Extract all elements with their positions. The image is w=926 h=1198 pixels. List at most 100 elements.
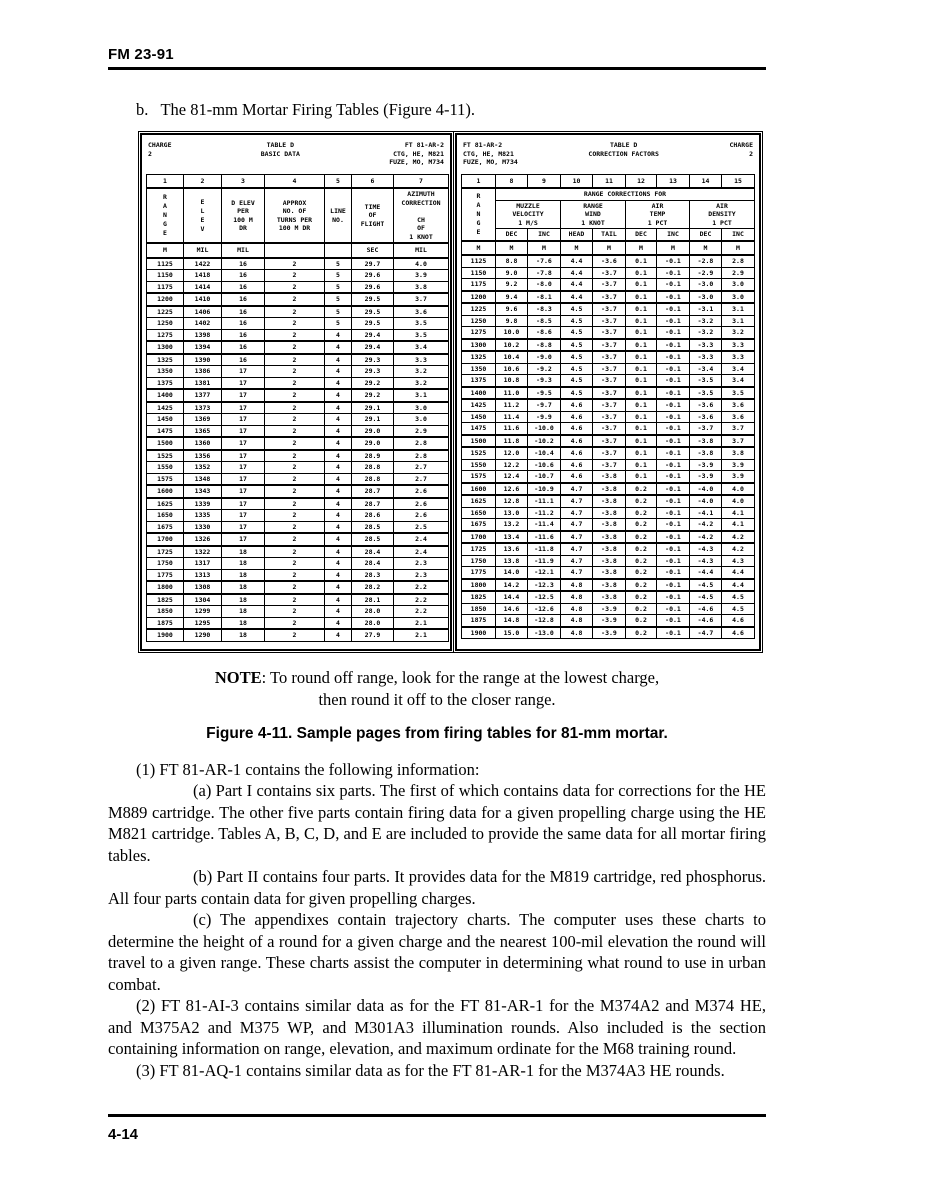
table-cell: 0.2 (625, 482, 657, 496)
table-cell: 1700 (146, 532, 184, 546)
table-cell: 0.1 (625, 326, 657, 339)
table-cell: 1575 (146, 472, 184, 486)
table-cell: 1394 (183, 340, 222, 354)
table-cell: 4.8 (560, 578, 593, 592)
azimuth-header: AZIMUTH CORRECTION CH OF 1 KNOT (393, 187, 449, 244)
row-group: 1425 1373 17 2 4 29.1 3.0 1450 1369 17 2 4 29.1 3.0 14… (146, 401, 449, 438)
table-cell: 4.0 (393, 257, 449, 270)
table-cell: 4.7 (560, 482, 593, 496)
table-cell: 4 (324, 616, 352, 630)
table-cell: 17 (221, 509, 265, 522)
table-ident: FT 81-AR-2 CTG, HE, M821 FUZE, MO, M734 (389, 141, 444, 166)
page-content: FM 23-91 b. The 81-mm Mortar Firing Tabl… (108, 46, 766, 1081)
table-cell: 4.8 (560, 626, 593, 639)
table-cell: 18 (221, 616, 265, 630)
table-cell: 1398 (183, 328, 222, 342)
table-cell: -0.1 (656, 254, 690, 268)
row-group: 1500 11.8 -10.2 4.6 -3.7 0.1 -0.1 -3.8 3.7 (461, 434, 755, 448)
table-cell: -8.1 (527, 290, 561, 304)
table-cell: 2 (264, 280, 325, 294)
table-ident: FT 81-AR-2 CTG, HE, M821 FUZE, MO, M734 (463, 141, 518, 166)
table-cell: 2 (264, 545, 325, 558)
row-group: 1800 1308 18 2 4 28.2 2.2 (146, 580, 449, 594)
table-cell: 4 (324, 509, 352, 522)
table-cell: 1326 (183, 532, 222, 546)
table-cell: -3.1 (689, 302, 722, 316)
table-cell: -8.5 (527, 314, 561, 327)
unit-cell: MIL (183, 242, 222, 258)
table-cell: 0.1 (625, 446, 657, 460)
row-group: 1825 14.4 -12.5 4.8 -3.8 0.2 -0.1 -4.5 4.5 1850 14… (461, 590, 755, 627)
table-cell: 1406 (183, 305, 222, 318)
table-cell: 1290 (183, 628, 222, 642)
col-num: 4 (264, 173, 325, 189)
table-cell: 1386 (183, 365, 222, 378)
table-cell: -0.1 (656, 470, 690, 483)
table-cell: 1373 (183, 401, 222, 414)
table-cell: 1700 (461, 530, 496, 544)
table-cell: 2.3 (393, 557, 449, 570)
table-cell: 9.0 (495, 266, 528, 279)
table-cell: -0.1 (656, 398, 690, 412)
table-cell: 1390 (183, 353, 222, 366)
table-cell: -11.1 (527, 494, 561, 508)
table-cell: 2 (264, 497, 325, 510)
table-cell: 1300 (146, 340, 184, 354)
table-cell: 1725 (461, 542, 496, 556)
table-cell: 1650 (146, 509, 184, 522)
row-group: 1625 12.8 -11.1 4.7 -3.8 0.2 -0.1 -4.0 4.0 1650 13… (461, 494, 755, 531)
note-block: NOTE: To round off range, look for the r… (108, 667, 766, 711)
table-cell: -3.9 (592, 626, 626, 639)
paragraph-1a: (a) Part I contains six parts. The first… (108, 781, 766, 865)
intro-paragraph: b. The 81-mm Mortar Firing Tables (Figur… (136, 100, 476, 119)
table-cell: 2.7 (393, 472, 449, 486)
table-cell: 0.2 (625, 506, 657, 519)
table-cell: 4 (324, 353, 352, 366)
table-cell: 4.8 (560, 590, 593, 604)
table-cell: 18 (221, 580, 265, 594)
table-cell: 17 (221, 461, 265, 474)
table-cell: 4.6 (560, 422, 593, 435)
tof-header: TIME OF FLIGHT (351, 187, 394, 244)
table-cell: 12.0 (495, 446, 528, 460)
table-row: 1350 10.6 -9.2 4.5 -3.7 0.1 -0.1 -3.4 3.4 (461, 362, 755, 375)
table-cell: 2.9 (721, 266, 755, 279)
table-row: 1200 9.4 -8.1 4.4 -3.7 0.1 -0.1 -3.0 3.0 (461, 290, 755, 304)
table-cell: 2.1 (393, 616, 449, 630)
table-cell: 3.3 (393, 353, 449, 366)
table-cell: 2 (264, 388, 325, 402)
table-cell: -9.5 (527, 386, 561, 400)
table-cell: 1800 (146, 580, 184, 594)
table-cell: 17 (221, 413, 265, 426)
table-cell: 1900 (146, 628, 184, 642)
table-cell: 3.0 (721, 278, 755, 291)
table-cell: 0.1 (625, 374, 657, 387)
table-cell: 29.4 (351, 340, 394, 354)
table-cell: 1525 (146, 449, 184, 462)
table-title: TABLE D BASIC DATA (260, 141, 300, 158)
table-cell: -3.7 (592, 278, 626, 291)
table-cell: -4.6 (689, 602, 722, 615)
table-row: 1625 1339 17 2 4 28.7 2.6 (146, 497, 449, 510)
table-cell: 1625 (146, 497, 184, 510)
table-cell: 29.6 (351, 269, 394, 282)
table-cell: -3.8 (592, 542, 626, 556)
table-cell: -3.7 (592, 290, 626, 304)
table-cell: -12.6 (527, 602, 561, 615)
table-cell: 2 (264, 292, 325, 306)
row-group: 1525 1356 17 2 4 28.9 2.8 1550 1352 17 2 4 28.8 2.7 15… (146, 449, 449, 486)
table-cell: 28.0 (351, 605, 394, 618)
col-num: 11 (592, 173, 626, 189)
note-text: : To round off range, look for the range… (261, 667, 660, 687)
table-cell: 1450 (461, 410, 496, 423)
table-cell: -3.8 (592, 590, 626, 604)
row-group: 1600 12.6 -10.9 4.7 -3.8 0.2 -0.1 -4.0 4.0 (461, 482, 755, 496)
table-cell: 1900 (461, 626, 496, 639)
table-cell: -3.8 (689, 446, 722, 460)
table-cell: -11.4 (527, 518, 561, 531)
table-cell: 5 (324, 317, 352, 330)
d-elev-header: D ELEV PER 100 M DR (221, 187, 265, 244)
table-cell: 0.2 (625, 554, 657, 567)
col-num: 9 (527, 173, 561, 189)
col-num: 2 (183, 173, 222, 189)
